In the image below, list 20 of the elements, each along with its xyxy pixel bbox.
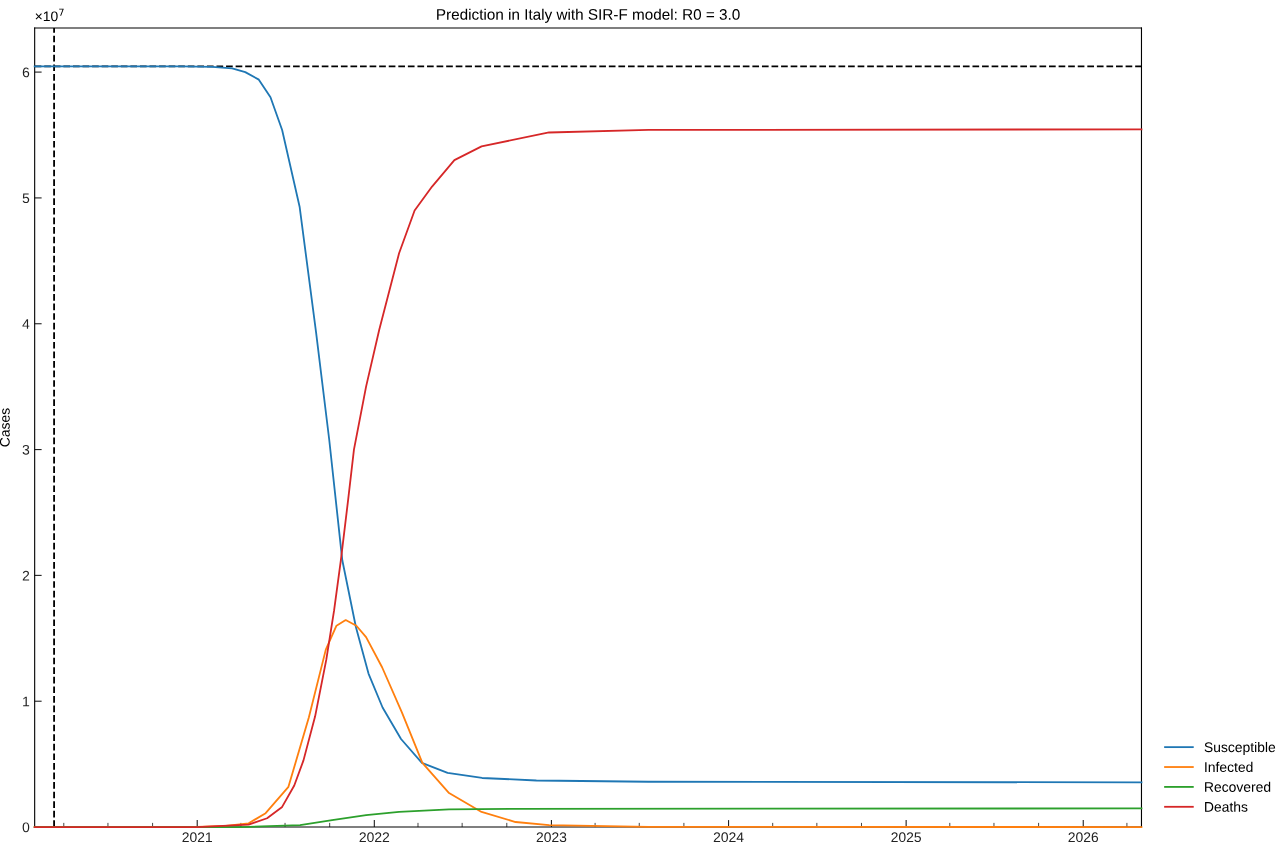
chart-title: Prediction in Italy with SIR-F model: R0 = 3.0 <box>437 8 740 23</box>
y-tick-label: 4 <box>22 319 30 329</box>
x-tick-label: 2025 <box>891 832 922 843</box>
x-tick-label: 2023 <box>536 832 567 843</box>
x-tick-label: 2021 <box>182 832 212 843</box>
legend-label: Deaths <box>1205 801 1248 812</box>
legend-label: Susceptible <box>1204 741 1276 755</box>
legend-label: Recovered <box>1205 781 1271 792</box>
y-tick-label: 3 <box>22 444 30 455</box>
y-axis-title: Cases <box>0 408 10 447</box>
y-tick-label: 6 <box>22 67 30 78</box>
y-tick-label: 2 <box>22 570 30 581</box>
text: ×10$^{7}$ <box>35 8 64 22</box>
y-tick-label: 1 <box>23 696 30 707</box>
x-tick-label: 2026 <box>1068 832 1099 843</box>
y-tick-label: 0 <box>22 822 30 833</box>
x-tick-label: 2024 <box>713 832 744 843</box>
x-tick-label: 2022 <box>359 832 390 843</box>
legend-label: Infected <box>1205 761 1253 773</box>
y-tick-label: 5 <box>22 193 30 204</box>
